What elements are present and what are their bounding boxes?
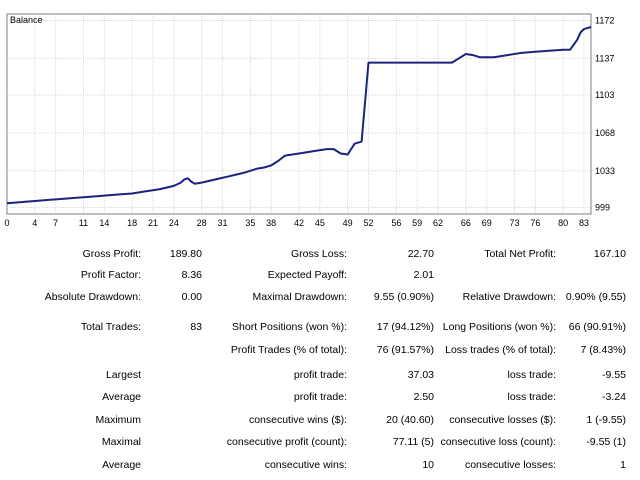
x-tick-label: 38 [266,218,276,228]
balance-series-line [6,26,592,205]
total-net-profit-value: 167.10 [593,248,626,260]
x-tick-label: 45 [315,218,325,228]
profit-trades-value: 76 (91.57%) [376,344,434,356]
total-trades-label: Total Trades: [80,321,141,333]
chart-title: Balance [10,15,43,25]
y-tick-label: 1033 [595,166,615,176]
chart-grid [7,14,591,214]
x-tick-label: 42 [294,218,304,228]
largest-profit-label: profit trade: [293,369,347,381]
gross-profit-label: Gross Profit: [82,248,141,260]
maximum-label: Maximum [95,414,141,426]
average-consecutive-losses-label: consecutive losses: [464,459,556,471]
x-tick-label: 49 [343,218,353,228]
profit-factor-label: Profit Factor: [80,269,141,281]
expected-payoff-value: 2.01 [413,269,434,281]
average-profit-label: profit trade: [293,391,347,403]
x-tick-label: 62 [433,218,443,228]
expected-payoff-label: Expected Payoff: [267,269,347,281]
average-consecutive-wins-label: consecutive wins: [264,459,347,471]
maximum-losses-label: consecutive losses ($): [449,414,556,426]
y-tick-label: 1068 [595,128,615,138]
maximal-drawdown-label: Maximal Drawdown: [252,291,347,303]
maximum-losses-value: 1 (-9.55) [586,414,626,426]
x-tick-label: 66 [461,218,471,228]
x-tick-label: 59 [412,218,422,228]
x-tick-label: 76 [530,218,540,228]
gross-loss-value: 22.70 [407,248,434,260]
balance-chart: Balance 0 4 7 11 14 18 21 24 28 31 35 38 42 45 49 52 56 5… [0,0,640,232]
x-tick-label: 21 [148,218,158,228]
profit-trades-label: Profit Trades (% of total): [230,344,347,356]
maximum-wins-label: consecutive wins ($): [248,414,347,426]
y-tick-label: 1103 [595,90,614,100]
relative-drawdown-value: 0.90% (9.55) [565,291,626,303]
maximal-label: Maximal [101,436,141,448]
average-profit-value: 2.50 [413,391,434,403]
long-positions-label: Long Positions (won %): [442,321,556,333]
maximum-wins-value: 20 (40.60) [386,414,434,426]
x-tick-label: 69 [482,218,492,228]
y-tick-label: 999 [595,203,610,213]
loss-trades-label: Loss trades (% of total): [445,344,556,356]
average-loss-value: -3.24 [602,391,626,403]
profit-factor-value: 8.36 [181,269,202,281]
average-label: Average [102,391,141,403]
short-positions-value: 17 (94.12%) [376,321,434,333]
statistics-panel: Gross Profit: 189.80 Gross Loss: 22.70 T… [0,236,640,480]
relative-drawdown-label: Relative Drawdown: [462,291,556,303]
gross-loss-label: Gross Loss: [290,248,347,260]
average-consecutive-losses-value: 1 [620,459,626,471]
balance-chart-svg: Balance 0 4 7 11 14 18 21 24 28 31 35 38 42 45 49 52 56 5… [4,13,615,228]
series-layer [6,26,592,205]
x-tick-label: 24 [169,218,179,228]
x-tick-label: 52 [364,218,374,228]
x-tick-label: 14 [99,218,109,228]
largest-label: Largest [105,369,141,381]
x-tick-label: 80 [558,218,568,228]
x-tick-label: 35 [245,218,255,228]
maximal-loss-value: -9.55 (1) [586,436,626,448]
largest-loss-label: loss trade: [507,369,556,381]
x-tick-label: 31 [218,218,228,228]
x-tick-label: 28 [197,218,207,228]
short-positions-label: Short Positions (won %): [232,321,347,333]
maximal-profit-label: consecutive profit (count): [226,436,347,448]
x-tick-label: 11 [79,218,88,228]
average-consecutive-wins-value: 10 [422,459,434,471]
average-consecutive-label: Average [102,459,141,471]
x-tick-label: 7 [53,218,58,228]
y-axis-ticks: 1172 1137 1103 1068 1033 999 [595,15,615,212]
x-tick-label: 4 [32,218,37,228]
maximal-loss-label: consecutive loss (count): [440,436,556,448]
long-positions-value: 66 (90.91%) [568,321,626,333]
absolute-drawdown-value: 0.00 [181,291,202,303]
x-axis-ticks: 0 4 7 11 14 18 21 24 28 31 35 38 42 45 49 52 56 59 62 66 69 7… [4,218,589,228]
maximal-drawdown-value: 9.55 (0.90%) [373,291,434,303]
average-loss-label: loss trade: [507,391,556,403]
x-tick-label: 83 [579,218,589,228]
x-tick-label: 56 [391,218,401,228]
total-trades-value: 83 [190,321,202,333]
x-tick-label: 18 [127,218,137,228]
largest-loss-value: -9.55 [602,369,626,381]
loss-trades-value: 7 (8.43%) [580,344,626,356]
absolute-drawdown-label: Absolute Drawdown: [44,291,141,303]
x-tick-label: 73 [510,218,520,228]
y-tick-label: 1137 [595,53,614,63]
gross-profit-value: 189.80 [169,248,202,260]
x-tick-label: 0 [4,218,9,228]
largest-profit-value: 37.03 [407,369,434,381]
total-net-profit-label: Total Net Profit: [484,248,556,260]
maximal-profit-value: 77.11 (5) [392,436,434,448]
y-tick-label: 1172 [595,15,614,25]
